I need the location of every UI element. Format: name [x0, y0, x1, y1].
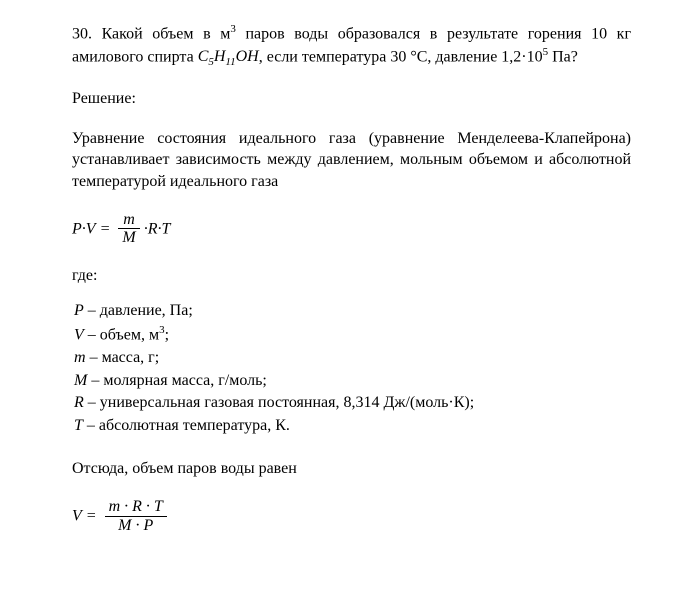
def-dash: –: [84, 326, 100, 343]
eq-sym-p: P: [72, 220, 82, 237]
eq-denominator: M · P: [105, 517, 167, 535]
problem-text: амилового спирта: [72, 48, 198, 65]
therefore-text: Отсюда, объем паров воды равен: [72, 458, 631, 480]
eq-sym-v: V: [86, 220, 96, 237]
def-dash: –: [87, 372, 103, 389]
eq-fraction: m · R · TM · P: [105, 498, 167, 534]
def-text: масса, г;: [102, 349, 160, 366]
def-symbol: V: [74, 326, 84, 343]
eq-sym-t: T: [161, 220, 170, 237]
def-symbol: T: [74, 417, 83, 434]
eq-equals: =: [82, 507, 101, 524]
def-dash: –: [84, 302, 100, 319]
eq-denominator: M: [118, 229, 139, 247]
def-dash: –: [86, 349, 102, 366]
theory-paragraph: Уравнение состояния идеального газа (ура…: [72, 128, 631, 193]
chem-h: H: [214, 48, 226, 65]
solution-label: Решение:: [72, 88, 631, 110]
equation-pv: P·V = mM·R·T: [72, 211, 631, 247]
def-t: T – абсолютная температура, К.: [74, 415, 631, 437]
def-dash: –: [83, 417, 99, 434]
problem-text: паров воды образовался в результате горе…: [236, 25, 631, 42]
def-p: P – давление, Па;: [74, 300, 631, 322]
def-text: давление, Па;: [100, 302, 193, 319]
eq-equals: =: [96, 220, 115, 237]
def-v: V – объем, м3;: [74, 323, 631, 346]
problem-text: Па?: [548, 48, 578, 65]
problem-statement: 30. Какой объем в м3 паров воды образова…: [72, 22, 631, 70]
equation-v: V = m · R · TM · P: [72, 498, 631, 534]
def-dash: –: [84, 394, 100, 411]
problem-text: Какой объем в м: [102, 25, 231, 42]
eq-sym-v: V: [72, 507, 82, 524]
def-symbol: M: [74, 372, 87, 389]
definition-list: P – давление, Па; V – объем, м3; m – мас…: [72, 300, 631, 436]
def-text: молярная масса, г/моль;: [103, 372, 267, 389]
def-text: абсолютная температура, К.: [99, 417, 290, 434]
def-tail: ;: [165, 326, 169, 343]
def-symbol: m: [74, 349, 86, 366]
def-mm: M – молярная масса, г/моль;: [74, 370, 631, 392]
eq-numerator: m · R · T: [105, 498, 167, 517]
def-r: R – универсальная газовая постоянная, 8,…: [74, 392, 631, 414]
def-symbol: R: [74, 394, 84, 411]
chem-oh: OH: [236, 48, 259, 65]
chem-c: C: [198, 48, 209, 65]
eq-numerator: m: [118, 211, 139, 230]
chem-sub: 11: [225, 56, 235, 68]
def-symbol: P: [74, 302, 84, 319]
eq-sym-r: R: [148, 220, 158, 237]
eq-fraction: mM: [118, 211, 139, 247]
def-text: универсальная газовая постоянная, 8,314 …: [100, 394, 474, 411]
problem-text: , если температура 30 °C, давление 1,2·1…: [259, 48, 543, 65]
def-m: m – масса, г;: [74, 347, 631, 369]
where-label: где:: [72, 265, 631, 287]
def-text: объем, м: [100, 326, 159, 343]
chem-formula: C5H11OH: [198, 48, 259, 65]
problem-number: 30.: [72, 25, 92, 42]
